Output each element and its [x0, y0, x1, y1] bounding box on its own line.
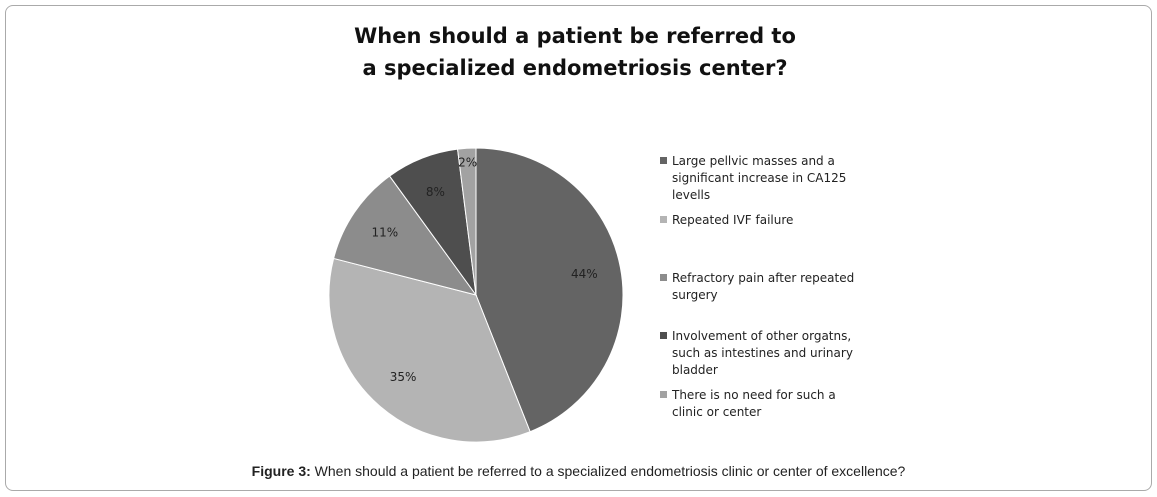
- caption: Figure 3: When should a patient be refer…: [0, 463, 1157, 479]
- legend-swatch: [660, 332, 667, 339]
- chart-title: When should a patient be referred to a s…: [354, 24, 796, 80]
- legend-label: There is no need for such a clinic or ce…: [672, 388, 836, 419]
- data-label: 11%: [371, 226, 398, 240]
- legend-entry: Repeated IVF failure: [660, 212, 857, 229]
- pie-slice: [475, 147, 624, 433]
- data-label: 8%: [426, 185, 445, 199]
- data-label: 44%: [571, 267, 598, 281]
- legend-swatch: [660, 391, 667, 398]
- legend-entry: Refractory pain after repeated surgery: [660, 270, 857, 304]
- legend-label: Refractory pain after repeated surgery: [672, 271, 855, 302]
- data-label: 2%: [458, 155, 477, 169]
- legend-swatch: [660, 274, 667, 281]
- legend-label: Repeated IVF failure: [672, 213, 794, 227]
- legend-label: Large pellvic masses and a significant i…: [672, 154, 847, 202]
- caption-text: When should a patient be referred to a s…: [314, 463, 906, 479]
- figure-frame: [5, 5, 1152, 491]
- pie-slice: [457, 147, 477, 296]
- data-label: 35%: [390, 370, 417, 384]
- pie-slice: [333, 175, 478, 296]
- legend-swatch: [660, 216, 667, 223]
- legend-label: Involvement of other orgatns, such as in…: [672, 329, 853, 377]
- legend-entry: Involvement of other orgatns, such as in…: [660, 328, 857, 379]
- legend-swatch: [660, 157, 667, 164]
- caption-label: Figure 3:: [251, 463, 311, 479]
- legend-entry: There is no need for such a clinic or ce…: [660, 387, 857, 421]
- legend-entry: Large pellvic masses and a significant i…: [660, 153, 857, 204]
- pie-slice: [328, 257, 531, 443]
